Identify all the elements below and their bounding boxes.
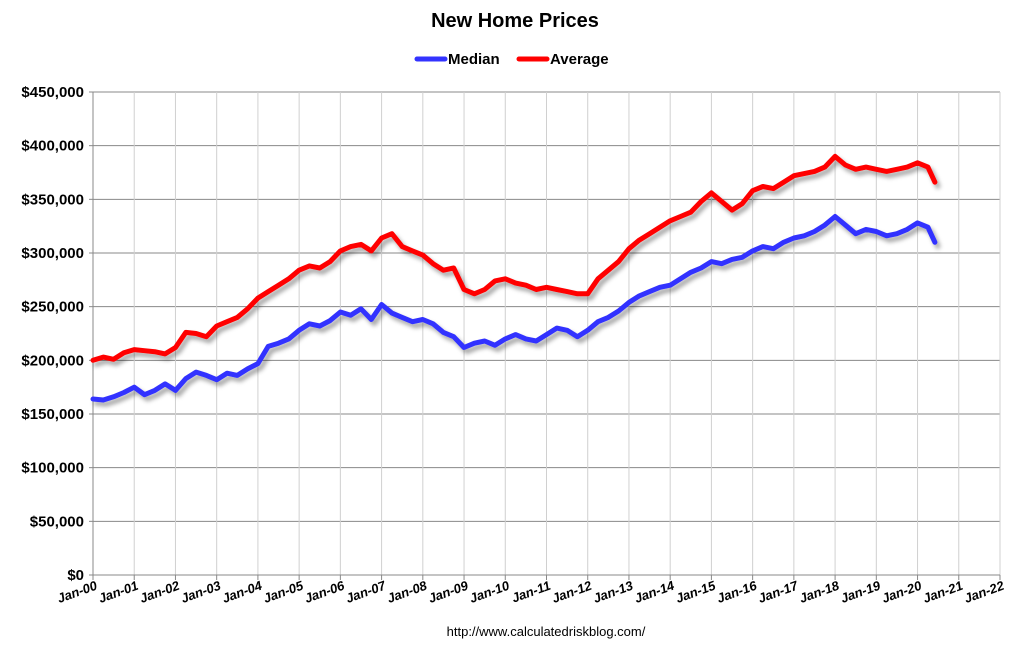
y-tick-label: $100,000: [21, 460, 84, 477]
gridlines: [93, 91, 1001, 575]
series-line-average: [90, 153, 938, 363]
source-url: http://www.calculatedriskblog.com/: [447, 624, 646, 639]
x-tick-label: Jan-12: [550, 577, 595, 605]
x-tick-label: Jan-07: [344, 577, 389, 605]
y-tick-label: $150,000: [21, 406, 84, 423]
x-tick-label: Jan-04: [220, 577, 265, 605]
x-tick-label: Jan-03: [179, 577, 224, 605]
y-tick-label: $400,000: [21, 138, 84, 155]
y-axis-ticks: $0 $50,000 $100,000 $150,000 $200,000 $250,00…: [21, 84, 84, 584]
y-tick-label: $0: [67, 567, 84, 584]
x-axis-ticks: Jan-00Jan-01Jan-02Jan-03Jan-04Jan-05Jan-…: [55, 577, 1007, 605]
x-tick-label: Jan-05: [261, 577, 306, 605]
x-tick-label: Jan-19: [838, 577, 883, 605]
legend-label-median: Median: [448, 51, 500, 68]
x-tick-label: Jan-18: [797, 577, 842, 605]
x-tick-label: Jan-13: [591, 577, 636, 605]
y-tick-label: $50,000: [30, 513, 84, 530]
x-tick-label: Jan-10: [467, 577, 512, 605]
x-tick-label: Jan-11: [510, 578, 553, 606]
series-layer: [90, 153, 938, 403]
x-tick-label: Jan-14: [632, 577, 677, 605]
series-line-median: [90, 214, 938, 403]
legend: Median Average: [414, 51, 609, 68]
x-tick-label: Jan-06: [303, 577, 348, 605]
x-tick-label: Jan-17: [756, 577, 801, 605]
x-tick-label: Jan-15: [674, 577, 719, 605]
x-tick-label: Jan-20: [880, 577, 925, 605]
y-tick-label: $250,000: [21, 299, 84, 316]
x-tick-label: Jan-21: [921, 578, 965, 606]
x-tick-label: Jan-01: [96, 578, 140, 606]
x-tick-label: Jan-08: [385, 577, 430, 605]
x-tick-label: Jan-22: [962, 577, 1007, 605]
y-tick-label: $450,000: [21, 84, 84, 101]
y-tick-label: $300,000: [21, 245, 84, 262]
x-tick-label: Jan-16: [715, 577, 760, 605]
legend-label-average: Average: [550, 51, 609, 68]
x-tick-label: Jan-09: [426, 577, 471, 605]
x-tick-label: Jan-02: [138, 577, 183, 605]
y-tick-label: $200,000: [21, 352, 84, 369]
y-tick-label: $350,000: [21, 191, 84, 208]
chart-title: New Home Prices: [431, 10, 599, 32]
